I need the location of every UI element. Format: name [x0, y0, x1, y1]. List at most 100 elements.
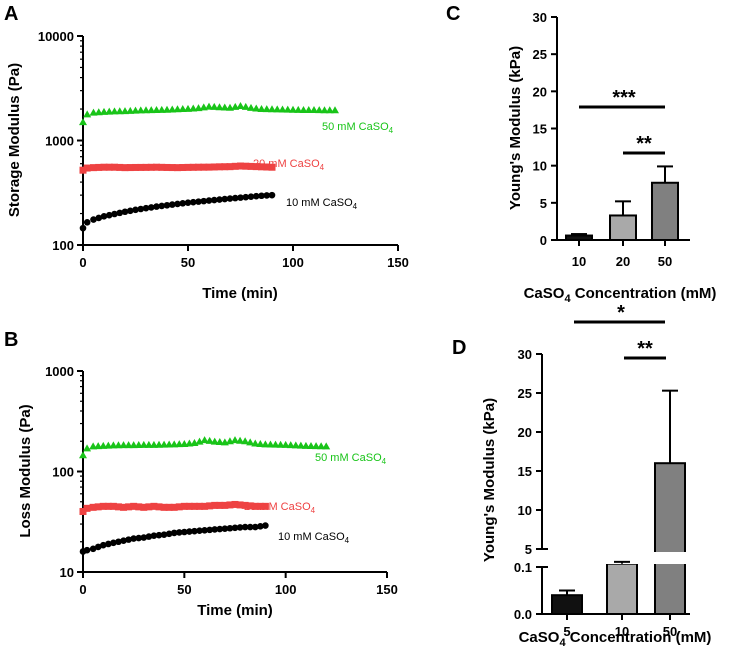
panel-a-triangle-point — [304, 105, 313, 113]
panel-b-triangle-point — [236, 436, 245, 444]
panel-a-square-point — [111, 163, 118, 171]
panel-a-circle-point — [153, 203, 160, 210]
panel-a-square-point — [258, 163, 265, 171]
panel-a-triangle-point — [310, 105, 318, 113]
panel-b-square-point — [236, 501, 244, 509]
panel-b-triangle-point — [266, 440, 275, 448]
panel-a-circle-point — [174, 200, 181, 208]
panel-a-circle-point — [184, 199, 192, 206]
panel-b-circle-point — [191, 527, 198, 535]
panel-b-square-point — [145, 503, 153, 511]
panel-b-label-50mm: 50 mM CaSO4 — [315, 452, 387, 466]
panel-a-triangle-point — [100, 107, 108, 115]
panel-b-triangle-point — [83, 444, 92, 452]
panel-b-square-point — [211, 501, 219, 509]
panel-a-triangle-point — [83, 110, 92, 118]
panel-b-circle-point — [89, 545, 97, 553]
panel-a-square-point — [242, 162, 250, 170]
panel-a-square-point — [189, 163, 197, 171]
panel-b-square-point — [94, 503, 102, 511]
panel-b-square-point — [99, 502, 107, 510]
panel-a-circle-point — [210, 196, 218, 204]
panel-a-square-point — [95, 163, 103, 171]
panel-b-circle-point — [125, 536, 132, 543]
panel-a-triangle-point — [320, 106, 329, 114]
panel-b-circle-point — [135, 534, 143, 542]
panel-a-triangle-point — [262, 105, 271, 113]
panel-d: D Young's Modulus (kPa) CaSO4 Concentrat… — [452, 337, 711, 649]
panel-b-square-point — [150, 502, 158, 510]
panel-a-circle-point — [195, 198, 202, 205]
panel-a-triangle-point — [110, 107, 119, 115]
panel-b-letter: B — [4, 329, 18, 351]
panel-b-circle-point — [181, 528, 188, 536]
panel-a-triangle-point — [210, 102, 219, 110]
panel-b-triangle-point — [286, 441, 295, 449]
panel-a-square-point — [210, 163, 218, 171]
panel-a-square-point — [184, 163, 192, 171]
panel-a-triangle-point — [115, 107, 124, 115]
panel-c-sig-label: ** — [636, 133, 652, 155]
panel-d-bar-break — [653, 552, 687, 564]
panel-a-square-point — [116, 163, 124, 171]
panel-b-square-point — [261, 502, 269, 510]
panel-a-triangle-point — [163, 105, 171, 113]
panel-a-triangle-point — [220, 103, 229, 111]
panel-a-square-point — [79, 166, 87, 174]
panel-a-square-point — [137, 163, 145, 171]
panel-b-triangle-point — [256, 439, 265, 447]
panel-a-triangle-point — [121, 107, 129, 115]
panel-a-circle-point — [263, 192, 271, 199]
panel-a-circle-point — [226, 195, 234, 202]
panel-b-xlabel: Time (min) — [197, 602, 273, 619]
panel-b-circle-point — [262, 522, 269, 529]
panel-b-triangle-point — [210, 437, 219, 445]
panel-c: C Young's Modulus (kPa) CaSO4 Concentrat… — [446, 3, 716, 305]
panel-a-circle-point — [252, 192, 260, 200]
panel-b-circle-point — [94, 543, 102, 551]
panel-b-square-point — [83, 504, 91, 512]
panel-a-circle-point — [163, 201, 171, 209]
panel-c-sig-label: *** — [612, 87, 636, 109]
panel-b-square-point — [79, 507, 87, 515]
panel-b-square-point — [256, 502, 264, 510]
panel-a-triangle-point — [294, 105, 303, 113]
panel-a: A Storage Modulus (Pa) Time (min) 0 50 100… — [4, 3, 409, 302]
panel-a-circle-point — [231, 194, 239, 202]
panel-a-square-point — [83, 164, 91, 172]
panel-b-xtick-label: 100 — [275, 582, 297, 597]
panel-a-triangle-point — [325, 106, 334, 114]
panel-d-xlabel: CaSO4 Concentration (mM) — [519, 629, 712, 649]
panel-a-ytick-label: 10000 — [38, 29, 74, 44]
panel-b-square-point — [104, 502, 112, 510]
panel-a-square-point — [163, 163, 171, 171]
panel-a-circle-point — [126, 207, 134, 215]
panel-b-triangle-point — [301, 441, 310, 449]
panel-c-letter: C — [446, 3, 460, 25]
panel-a-triangle-point — [205, 102, 213, 110]
panel-a-square-point — [237, 162, 244, 170]
panel-a-triangle-point — [189, 104, 198, 112]
panel-b-square-point — [180, 502, 188, 510]
panel-d-xtick-label: 5 — [563, 624, 570, 639]
panel-b-triangle-point — [281, 440, 290, 448]
panel-a-square-point — [147, 163, 155, 171]
panel-a-square-point — [179, 164, 187, 172]
panel-a-triangle-point — [131, 106, 140, 114]
panel-b-circle-point — [160, 531, 168, 539]
panel-b-triangle-point — [246, 438, 255, 446]
panel-a-triangle-point — [278, 105, 287, 113]
panel-b-circle-point — [110, 539, 117, 547]
panel-b-xtick-label: 150 — [376, 582, 398, 597]
panel-a-triangle-point — [184, 104, 192, 112]
panel-b-circle-point — [201, 526, 208, 534]
panel-b-ytick-label: 10 — [60, 565, 74, 580]
panel-b-square-point — [251, 502, 259, 510]
panel-c-ytick-label: 10 — [533, 159, 547, 174]
panel-d-sig-label: ** — [637, 338, 653, 360]
panel-a-triangle-point — [89, 108, 98, 116]
panel-a-circle-point — [179, 200, 187, 207]
panel-a-circle-point — [221, 195, 229, 203]
panel-b-square-point — [216, 501, 224, 509]
